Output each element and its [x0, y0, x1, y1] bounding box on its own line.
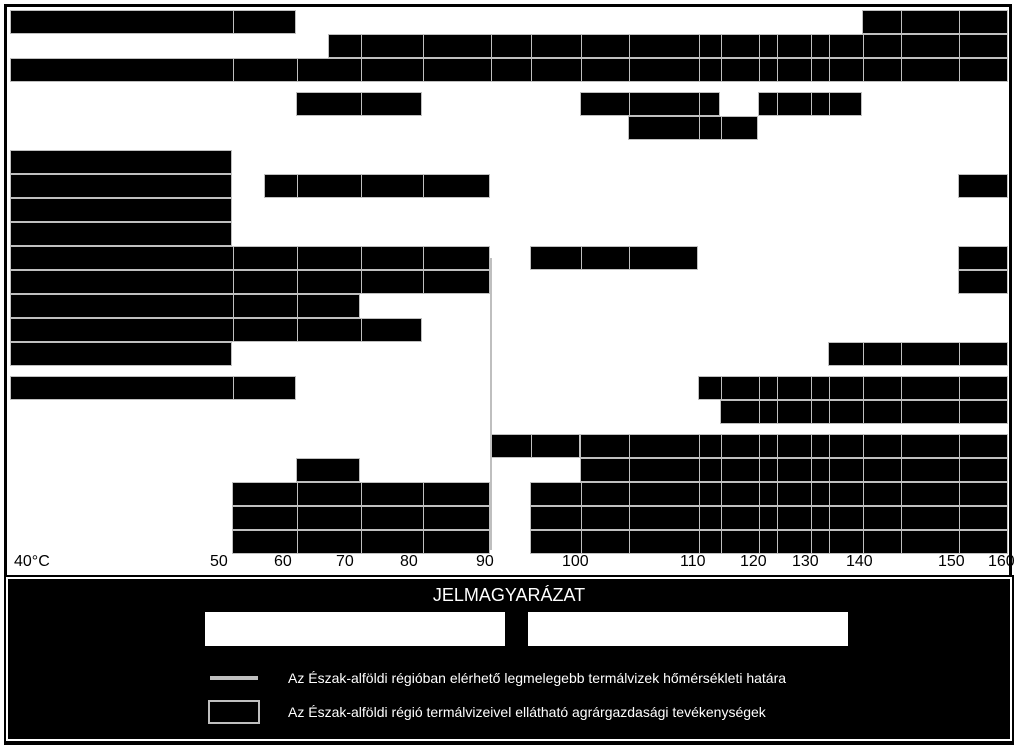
- bar-segment: [10, 376, 296, 400]
- bar-segment: [828, 342, 1008, 366]
- legend-symbol-rect: [208, 700, 260, 724]
- axis-tick-label: 70: [336, 553, 354, 571]
- bar-segment: [328, 34, 1008, 58]
- bar-segment: [530, 530, 1008, 554]
- bar-segment: [10, 318, 422, 342]
- bar-segment: [232, 506, 490, 530]
- guide-line: [490, 258, 492, 550]
- axis-tick-label: 80: [400, 553, 418, 571]
- axis-tick-label: 60: [274, 553, 292, 571]
- axis-tick-label: 140: [846, 553, 873, 571]
- bar-segment: [10, 174, 232, 198]
- axis-tick-label: 90: [476, 553, 494, 571]
- bar-segment: [628, 116, 758, 140]
- bar-segment: [296, 92, 422, 116]
- bar-segment: [10, 270, 490, 294]
- bar-segment: [10, 150, 232, 174]
- axis-tick-label: 50: [210, 553, 228, 571]
- bar-segment: [490, 434, 580, 458]
- axis-tick-label: 40°C: [14, 553, 50, 571]
- bar-segment: [758, 92, 862, 116]
- bar-segment: [698, 376, 1008, 400]
- bar-segment: [958, 270, 1008, 294]
- chart-root: 40°C 50 60 70 80 90 100 110 120 130 140 150 160 JELMA…: [0, 0, 1018, 747]
- axis-tick-label: 110: [680, 553, 706, 571]
- bar-segment: [232, 530, 490, 554]
- axis-tick-label: 100: [562, 553, 589, 571]
- axis-tick-label: 130: [792, 553, 819, 571]
- bar-segment: [10, 294, 360, 318]
- bar-segment: [862, 10, 1008, 34]
- bar-segment: [232, 482, 490, 506]
- bar-segment: [10, 10, 296, 34]
- legend-item-text: Az Észak-alföldi régióban elérhető legme…: [288, 670, 786, 686]
- axis-tick-label: 150: [938, 553, 965, 571]
- axis-tick-label: 160: [988, 553, 1015, 571]
- bar-segment: [580, 458, 1008, 482]
- legend-slot: [205, 612, 505, 646]
- bar-segment: [10, 342, 232, 366]
- bar-segment: [580, 92, 720, 116]
- bar-segment: [958, 246, 1008, 270]
- legend-item-text: Az Észak-alföldi régió termálvizeivel el…: [288, 704, 766, 720]
- bar-segment: [530, 482, 1008, 506]
- legend-symbol-line: [210, 676, 258, 680]
- bar-segment: [264, 174, 490, 198]
- bar-segment: [530, 506, 1008, 530]
- bar-segment: [580, 434, 1008, 458]
- bar-segment: [10, 58, 1008, 82]
- bar-segment: [296, 458, 360, 482]
- bar-segment: [530, 246, 698, 270]
- legend-title: JELMAGYARÁZAT: [0, 585, 1018, 606]
- axis-tick-label: 120: [740, 553, 767, 571]
- bar-segment: [10, 198, 232, 222]
- bar-segment: [10, 222, 232, 246]
- bar-segment: [720, 400, 1008, 424]
- legend-slot: [528, 612, 848, 646]
- bar-segment: [958, 174, 1008, 198]
- bar-segment: [10, 246, 490, 270]
